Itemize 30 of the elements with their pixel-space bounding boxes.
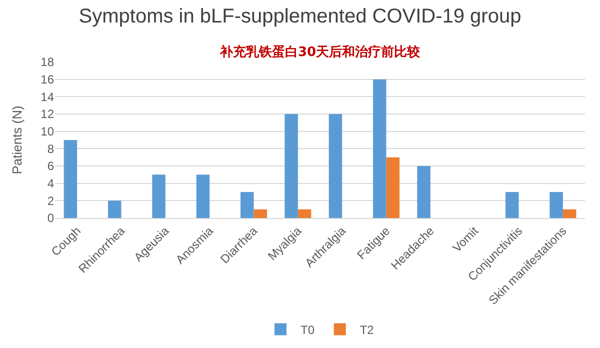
y-tick-label: 8 [47,142,54,156]
bar [152,174,166,218]
y-tick-label: 18 [40,55,54,70]
bar [506,192,519,218]
bar [562,209,576,218]
bar [240,192,254,218]
y-tick-label: 16 [40,72,54,87]
bar [64,140,78,218]
bar [550,192,563,218]
bar [373,79,386,218]
y-tick-label: 6 [47,159,54,174]
chart-subtitle: 补充乳铁蛋白30天后和治疗前比较 [219,44,422,60]
y-tick-label: 0 [47,211,54,226]
y-tick-label: 14 [40,90,54,104]
y-tick-label: 10 [40,124,54,139]
y-tick-label: 4 [47,176,54,191]
legend-label: T0 [300,322,315,337]
bar [254,209,267,218]
bar [108,200,122,218]
chart-title: Symptoms in bLF-supplemented COVID-19 group [78,6,522,28]
legend-label: T2 [360,322,374,337]
y-tick-label: 12 [40,107,54,122]
bar [386,157,400,218]
bar [328,114,342,218]
bar [298,209,312,218]
y-tick-label: 2 [47,194,54,208]
bar [284,114,298,218]
bar [196,174,210,218]
y-axis-title: Patients (N) [10,106,25,174]
bar [417,166,430,218]
